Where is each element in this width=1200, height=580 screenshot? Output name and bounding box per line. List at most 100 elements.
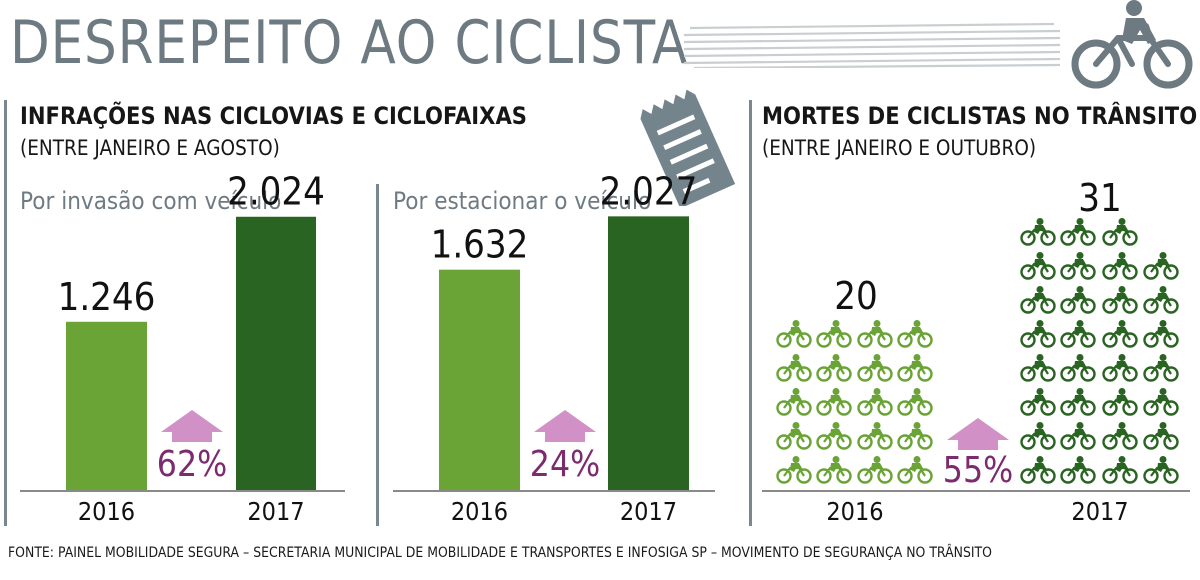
head-shape — [913, 456, 921, 463]
wheel-shape — [1060, 230, 1076, 246]
ticket-icon — [640, 89, 736, 206]
cyclist-icon — [776, 422, 812, 450]
head-shape — [832, 388, 840, 395]
wheel-shape — [897, 468, 913, 484]
wheel-shape — [1163, 434, 1179, 450]
head-shape — [1076, 218, 1084, 225]
wheel-shape — [1040, 298, 1056, 314]
wheel-shape — [877, 468, 893, 484]
head-shape — [1159, 320, 1167, 327]
category-label: 2016 — [78, 497, 135, 526]
head-shape — [913, 354, 921, 361]
cyclist-icon — [1020, 218, 1056, 246]
wheel-shape — [1020, 298, 1036, 314]
cyclist-icon — [897, 422, 933, 450]
head-shape — [1036, 456, 1044, 463]
rider-shape — [1157, 259, 1170, 268]
cyclist-icon — [816, 354, 852, 382]
rider-shape — [830, 429, 843, 438]
wheel-shape — [1020, 366, 1036, 382]
cyclist-icon — [1143, 252, 1179, 280]
wheel-shape — [897, 434, 913, 450]
wheel-shape — [1040, 230, 1056, 246]
deaths-period: (ENTRE JANEIRO E OUTUBRO) — [762, 136, 1037, 160]
wheel-shape — [1122, 298, 1138, 314]
head-shape — [1076, 286, 1084, 293]
rider-shape — [1157, 361, 1170, 370]
wheel-shape — [1060, 400, 1076, 416]
cyclist-icon — [1143, 354, 1179, 382]
wheel-shape — [857, 400, 873, 416]
rider-shape — [911, 395, 924, 404]
rider-shape — [911, 429, 924, 438]
increase-arrow-icon — [534, 410, 596, 442]
wheel-shape — [836, 332, 852, 348]
rider-shape — [1074, 395, 1087, 404]
wheel-shape — [857, 366, 873, 382]
cyclist-icon — [897, 456, 933, 484]
head-shape — [1159, 422, 1167, 429]
chart-parking-title: Por estacionar o veículo — [393, 187, 652, 215]
cyclist-icon — [776, 320, 812, 348]
rider-shape — [871, 361, 884, 370]
wheel-shape — [1040, 434, 1056, 450]
cyclist-icon — [1102, 354, 1138, 382]
cyclist-icon — [1060, 422, 1096, 450]
wheel-shape — [897, 366, 913, 382]
rider-shape — [1034, 259, 1047, 268]
percent-change-label: 24% — [530, 443, 600, 484]
rider-shape — [1074, 225, 1087, 234]
wheel-shape — [917, 366, 933, 382]
wheel-shape — [1102, 366, 1118, 382]
increase-arrow-icon — [161, 410, 223, 442]
wheel-shape — [1102, 298, 1118, 314]
wheel-shape — [1080, 230, 1096, 246]
cyclist-icon — [857, 320, 893, 348]
rider-shape — [871, 327, 884, 336]
rider-shape — [1157, 395, 1170, 404]
rider-shape — [1034, 293, 1047, 302]
rider-shape — [790, 327, 803, 336]
wheel-shape — [816, 400, 832, 416]
wheel-shape — [836, 366, 852, 382]
wheel-shape — [917, 332, 933, 348]
rider-shape — [1116, 327, 1129, 336]
wheel-shape — [1102, 434, 1118, 450]
wheel-shape — [1102, 264, 1118, 280]
cyclist-icon — [1102, 218, 1138, 246]
head-shape — [1036, 286, 1044, 293]
rider-shape — [1034, 463, 1047, 472]
wheel-shape — [1080, 434, 1096, 450]
cyclist-icon — [1102, 320, 1138, 348]
wheel-shape — [1080, 400, 1096, 416]
cyclist-icon — [1143, 422, 1179, 450]
wheel-shape — [857, 332, 873, 348]
cyclist-icon — [1020, 388, 1056, 416]
rider-shape — [830, 463, 843, 472]
panel-divider-right — [749, 100, 752, 526]
rider-shape — [830, 361, 843, 370]
wheel-shape — [816, 468, 832, 484]
cyclist-icon — [1060, 354, 1096, 382]
wheel-shape — [796, 400, 812, 416]
rider-shape — [830, 327, 843, 336]
wheel-shape — [796, 366, 812, 382]
bar-2016-invasion — [66, 321, 147, 490]
head-shape — [1036, 354, 1044, 361]
rider-shape — [1034, 361, 1047, 370]
wheel-shape — [1122, 332, 1138, 348]
infractions-heading: INFRAÇÕES NAS CICLOVIAS E CICLOFAIXAS — [20, 102, 528, 130]
cyclist-icon — [776, 354, 812, 382]
bar-value-label: 2.024 — [227, 169, 325, 214]
head-shape — [913, 422, 921, 429]
wheel-shape — [1020, 332, 1036, 348]
cyclist-icon — [1102, 388, 1138, 416]
wheel-shape — [1060, 298, 1076, 314]
wheel-shape — [776, 400, 792, 416]
wheel-shape — [836, 434, 852, 450]
cyclist-icon — [816, 388, 852, 416]
category-label: 2017 — [620, 497, 677, 526]
rider-shape — [1116, 429, 1129, 438]
category-label: 2016 — [451, 497, 508, 526]
